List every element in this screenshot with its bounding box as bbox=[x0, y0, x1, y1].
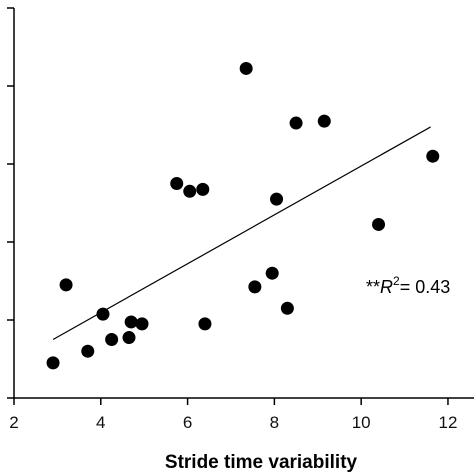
r-symbol: R bbox=[380, 277, 393, 297]
r-exponent: 2 bbox=[393, 274, 400, 288]
axes: 2 4 6 8 10 12 bbox=[7, 7, 474, 432]
data-point bbox=[426, 149, 440, 163]
data-point bbox=[265, 266, 279, 280]
data-point bbox=[81, 344, 95, 358]
x-tick-label: 12 bbox=[439, 413, 458, 432]
data-point bbox=[280, 301, 294, 315]
data-point bbox=[59, 278, 73, 292]
data-point bbox=[317, 114, 331, 128]
data-point bbox=[96, 307, 110, 321]
data-point bbox=[196, 182, 210, 196]
data-point bbox=[248, 280, 262, 294]
regression-line bbox=[52, 126, 431, 341]
x-tick-label: 6 bbox=[183, 413, 192, 432]
data-point bbox=[372, 217, 386, 231]
x-tick-label: 4 bbox=[96, 413, 105, 432]
x-tick-label: 2 bbox=[9, 413, 18, 432]
data-point bbox=[198, 317, 212, 331]
x-axis-title: Stride time variability bbox=[165, 452, 358, 473]
data-point bbox=[105, 333, 119, 346]
x-tick-label: 8 bbox=[270, 413, 279, 432]
significance-marker: ** bbox=[366, 277, 380, 297]
data-point bbox=[183, 184, 197, 198]
data-point bbox=[124, 315, 138, 329]
data-point bbox=[122, 331, 136, 345]
data-point bbox=[239, 61, 253, 75]
r-squared-value: = 0.43 bbox=[400, 277, 451, 297]
x-tick-label: 10 bbox=[352, 413, 371, 432]
data-point bbox=[135, 317, 149, 331]
data-point bbox=[170, 177, 184, 190]
data-point bbox=[270, 192, 284, 206]
data-point bbox=[46, 356, 60, 370]
r-squared-annotation: **R2= 0.43 bbox=[366, 274, 450, 297]
data-points bbox=[46, 61, 440, 370]
trendline-group bbox=[52, 126, 431, 341]
data-point bbox=[289, 116, 303, 130]
